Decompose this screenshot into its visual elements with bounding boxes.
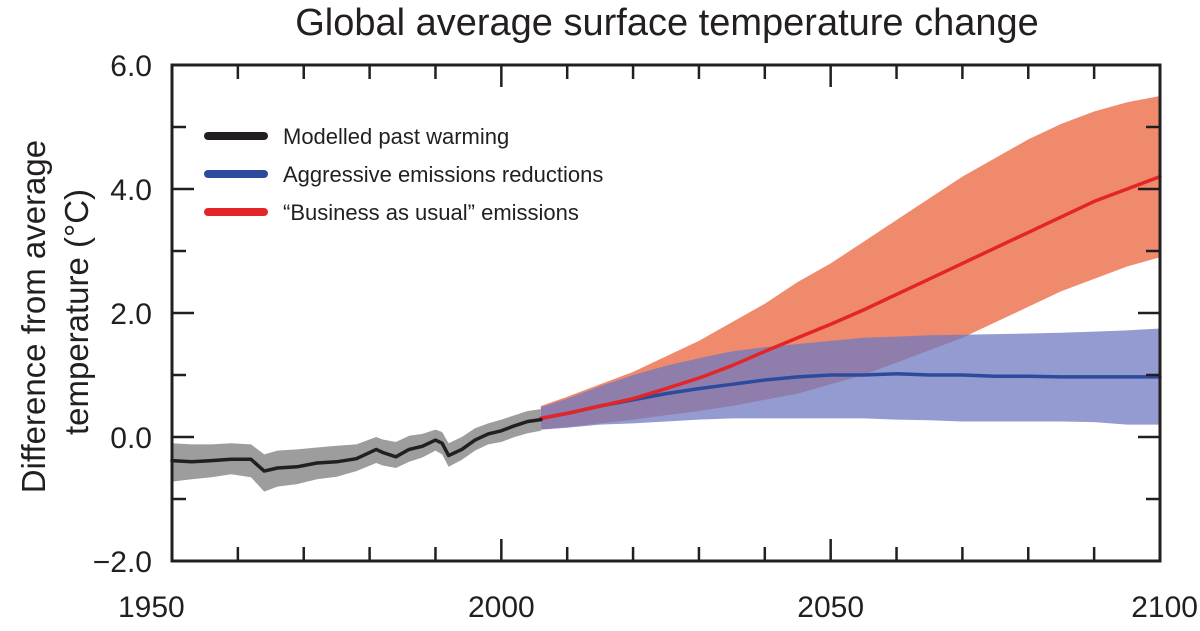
series-lines [170, 174, 1162, 473]
axis-ticks [172, 65, 1160, 561]
aggressive-emissions-reductions-line [539, 372, 1162, 421]
legend-label-modelled-past-warming: Modelled past warming [283, 124, 509, 149]
aggressive-emissions-reductions-band [540, 328, 1160, 430]
legend-label-business-as-usual-emissions: “Business as usual” emissions [283, 200, 579, 225]
chart-title: Global average surface temperature chang… [295, 2, 1039, 44]
modelled-past-warming-line [170, 417, 543, 473]
uncertainty-bands [172, 96, 1160, 492]
y-tick-label: 0.0 [110, 422, 152, 455]
axis-tick-labels: 1950 2000 2050 2100 −2.0 0.0 2.0 4.0 6.0 [93, 50, 1198, 624]
y-tick-label: 2.0 [110, 298, 152, 331]
x-tick-label: 2000 [468, 591, 535, 624]
legend-label-aggressive-emissions-reductions: Aggressive emissions reductions [283, 162, 603, 187]
x-tick-label: 2100 [1131, 591, 1198, 624]
business-as-usual-emissions-band [540, 96, 1160, 430]
business-as-usual-emissions-line [539, 174, 1162, 421]
y-tick-label: 6.0 [110, 50, 152, 83]
y-axis-label-line-2: temperature (°C) [58, 189, 95, 435]
y-axis-label: Difference from average temperature (°C) [15, 131, 95, 494]
y-axis-label-line-1: Difference from average [15, 140, 52, 493]
modelled-past-warming-band [172, 409, 541, 492]
y-tick-label: −2.0 [93, 546, 152, 579]
legend: Modelled past warming Aggressive emission… [204, 124, 603, 225]
x-tick-label: 2050 [797, 591, 864, 624]
x-tick-label: 1950 [118, 591, 185, 624]
y-tick-label: 4.0 [110, 174, 152, 207]
